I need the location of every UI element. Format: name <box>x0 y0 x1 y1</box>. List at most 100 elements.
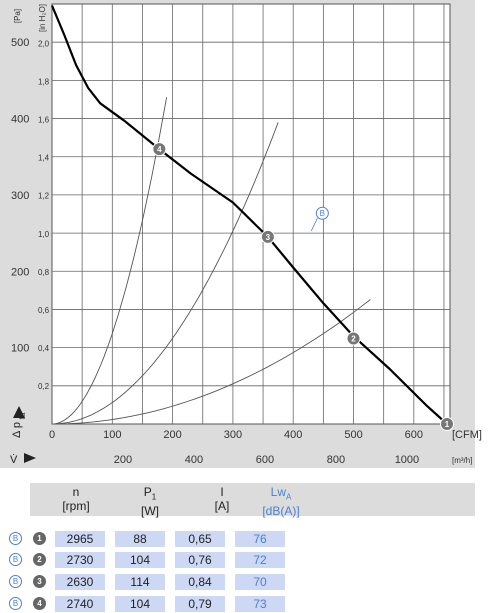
header-n-label: n <box>72 485 80 499</box>
y-tick-label-secondary: 2,0 <box>38 40 50 49</box>
y-tick-label-secondary: 0,2 <box>38 382 50 391</box>
point-marker-icon: 1 <box>33 532 46 545</box>
operating-point-2 <box>346 331 361 346</box>
curve-b-icon: B <box>9 532 22 545</box>
header-i-label: I <box>220 485 224 499</box>
y-tick-label: 400 <box>11 114 29 126</box>
curve-b-label: B <box>320 209 325 218</box>
y-unit-label-secondary: [in H₂O] <box>38 4 47 32</box>
y-tick-label-secondary: 1,6 <box>38 116 50 125</box>
cell-lwa: 76 <box>235 531 285 547</box>
y-tick-label-secondary: 0,6 <box>38 306 50 315</box>
cell-n: 2630 <box>55 574 105 590</box>
header-lwa-label: Lw <box>270 485 286 499</box>
x-axis-arrow-icon <box>24 453 36 463</box>
curve-b-icon: B <box>9 597 22 610</box>
header-i: I [A] <box>192 485 252 513</box>
header-p1-sub: 1 <box>151 492 157 502</box>
header-lwa-unit: [dB(A)] <box>262 504 300 519</box>
cell-n: 2740 <box>55 596 105 612</box>
cell-lwa: 73 <box>235 596 285 612</box>
operating-point-label: 2 <box>351 334 356 343</box>
cell-n: 2730 <box>55 552 105 568</box>
curve-b-icon: B <box>9 553 22 566</box>
table-row: B 1 2965 88 0,65 76 <box>0 531 500 548</box>
x-tick-label-secondary: 200 <box>114 454 132 466</box>
y-unit-label: [Pa] <box>13 9 22 23</box>
operating-point-3 <box>260 229 275 244</box>
cell-i: 0,79 <box>175 596 225 612</box>
axis-labels: 0 100 200 300 400 500 600 [CFM]200 400 600 800 1000… <box>10 4 482 466</box>
cell-p1: 104 <box>115 552 165 568</box>
x-axis-title: V̇ <box>10 453 18 466</box>
y-tick-label-secondary: 1,4 <box>38 154 50 163</box>
cell-p1: 114 <box>115 574 165 590</box>
cell-lwa: 70 <box>235 574 285 590</box>
x-tick-label: 200 <box>163 429 181 441</box>
x-tick-label: 100 <box>103 429 121 441</box>
cell-i: 0,65 <box>175 531 225 547</box>
header-n-unit: [rpm] <box>62 499 90 513</box>
y-tick-label-secondary: 0,8 <box>38 268 50 277</box>
x-unit-label: [CFM] <box>452 429 482 441</box>
table-row: B 3 2630 114 0,84 70 <box>0 574 500 591</box>
operating-point-4 <box>152 142 167 157</box>
x-tick-label: 400 <box>284 429 302 441</box>
header-n: n [rpm] <box>46 485 106 513</box>
y-axis-arrow-icon <box>13 406 25 418</box>
header-i-unit: [A] <box>214 499 230 513</box>
operating-points: 1 2 3 4 <box>152 142 454 431</box>
grid <box>51 3 451 425</box>
curve-b-icon: B <box>9 575 22 588</box>
header-p1: P1 [W] <box>120 485 180 518</box>
table-header: n [rpm] P1 [W] I [A] LwA [dB(A)] <box>30 483 475 518</box>
y-tick-label: 200 <box>11 266 29 278</box>
system-curve-2 <box>51 299 371 425</box>
curve-b-leader <box>310 218 318 231</box>
system-curve-4 <box>51 97 168 425</box>
table-row: B 2 2730 104 0,76 72 <box>0 552 500 569</box>
fan-curve-line <box>50 5 448 425</box>
y-axis-title: Δ p <box>11 422 23 438</box>
point-marker-icon: 2 <box>33 553 46 566</box>
x-tick-label-secondary: 800 <box>327 454 345 466</box>
y-tick-label-secondary: 0,4 <box>38 344 50 353</box>
x-unit-label-secondary: [m³/h] <box>452 456 472 465</box>
y-tick-label: 100 <box>11 343 29 355</box>
header-p1-unit: [W] <box>141 504 159 519</box>
system-curve-3 <box>51 122 279 425</box>
header-lwa-sub: A <box>286 492 292 502</box>
x-tick-label-secondary: 600 <box>256 454 274 466</box>
operating-point-label: 4 <box>157 145 162 154</box>
plot-area <box>51 3 451 425</box>
y-tick-label-secondary: 1,0 <box>38 230 50 239</box>
y-tick-label: 300 <box>11 190 29 202</box>
y-tick-label-secondary: 1,2 <box>38 192 50 201</box>
cell-n: 2965 <box>55 531 105 547</box>
cell-p1: 104 <box>115 596 165 612</box>
operating-point-1 <box>439 417 454 431</box>
cell-p1: 88 <box>115 531 165 547</box>
fan-curve: B <box>50 5 448 425</box>
x-tick-label-secondary: 1000 <box>395 454 419 466</box>
operating-point-label: 1 <box>445 420 450 429</box>
x-tick-label: 600 <box>405 429 423 441</box>
cell-lwa: 72 <box>235 552 285 568</box>
cell-i: 0,84 <box>175 574 225 590</box>
point-marker-icon: 4 <box>33 597 46 610</box>
y-tick-label: 500 <box>11 37 29 49</box>
curve-b-label-icon <box>315 206 329 220</box>
x-tick-label: 500 <box>344 429 362 441</box>
x-tick-label: 0 <box>49 429 55 441</box>
header-lwa: LwA [dB(A)] <box>251 485 311 518</box>
x-tick-label-secondary: 400 <box>185 454 203 466</box>
header-p1-label: P <box>143 485 152 499</box>
table-row: B 4 2740 104 0,79 73 <box>0 596 500 613</box>
system-curves <box>51 97 371 425</box>
point-marker-icon: 3 <box>33 575 46 588</box>
y-tick-label-secondary: 1,8 <box>38 78 50 87</box>
cell-i: 0,76 <box>175 552 225 568</box>
x-tick-label: 300 <box>224 429 242 441</box>
operating-point-label: 3 <box>266 233 271 242</box>
chart: B 1 2 3 4 0 100 200 300 400 500 600 [CFM] 200 400 600… <box>10 3 482 466</box>
